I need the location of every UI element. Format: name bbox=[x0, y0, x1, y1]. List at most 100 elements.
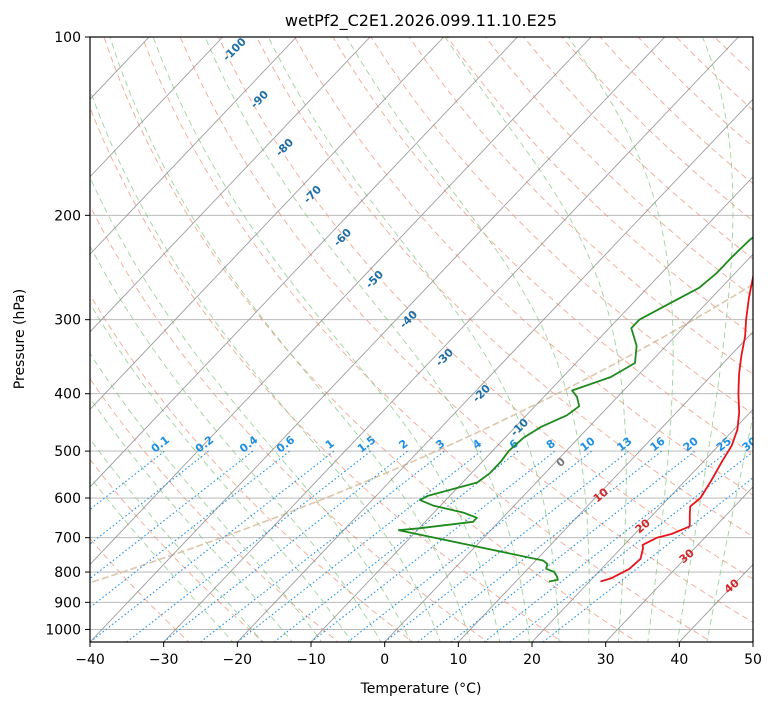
y-tick-label: 1000 bbox=[45, 622, 81, 638]
dry-adiabat-label: -100 bbox=[220, 35, 249, 64]
x-tick-label: 0 bbox=[380, 652, 389, 668]
mixing-ratio-line bbox=[384, 450, 629, 642]
moist-adiabat bbox=[90, 476, 234, 642]
y-tick-label: 800 bbox=[54, 565, 81, 581]
moist-adiabat bbox=[90, 352, 323, 642]
isotherm bbox=[90, 37, 297, 255]
moist-adiabat bbox=[90, 176, 412, 642]
dry-adiabat bbox=[103, 37, 638, 642]
dry-adiabat bbox=[90, 106, 564, 642]
mixing-ratio-line bbox=[450, 450, 696, 642]
isotherm bbox=[458, 331, 753, 642]
y-tick-label: 500 bbox=[54, 444, 81, 460]
plot-frame bbox=[89, 36, 754, 643]
dry-adiabat-label: -90 bbox=[248, 88, 271, 111]
mixing-ratio-label: 4 bbox=[470, 437, 484, 452]
y-axis-label: Pressure (hPa) bbox=[12, 289, 28, 389]
dry-adiabat bbox=[217, 37, 753, 580]
y-tick-label: 400 bbox=[54, 387, 81, 403]
dry-adiabat bbox=[752, 37, 753, 38]
moist-adiabat-label: 0 bbox=[554, 455, 568, 470]
mixing-ratio-line bbox=[509, 451, 753, 642]
y-tick-label: 200 bbox=[54, 208, 81, 224]
dry-adiabat bbox=[561, 37, 753, 222]
mixing-ratio-line bbox=[90, 450, 335, 642]
chart-title: wetPf2_C2E1.2026.099.11.10.E25 bbox=[285, 11, 557, 31]
y-tick-label: 900 bbox=[54, 595, 81, 611]
mixing-ratio-label: 0.4 bbox=[237, 433, 261, 455]
moist-adiabat bbox=[90, 245, 382, 642]
y-tick-label: 300 bbox=[54, 313, 81, 329]
dry-adiabat bbox=[90, 293, 414, 642]
dry-adiabat bbox=[332, 37, 753, 455]
moist-adiabat bbox=[109, 37, 471, 642]
dry-adiabat-label: -30 bbox=[433, 346, 456, 369]
mixing-ratio-label: 8 bbox=[544, 437, 558, 452]
mixing-ratio-line bbox=[542, 477, 753, 642]
dry-adiabat bbox=[141, 37, 713, 642]
isotherm bbox=[90, 37, 224, 178]
mixing-ratio-label: 0.1 bbox=[149, 433, 172, 455]
data-series bbox=[397, 236, 753, 583]
x-tick-label: −40 bbox=[75, 652, 105, 668]
isotherm bbox=[310, 176, 753, 642]
moist-adiabat bbox=[676, 37, 734, 642]
dry-adiabat-label: -40 bbox=[397, 308, 420, 331]
y-tick-label: 600 bbox=[54, 491, 81, 507]
moist-adiabat bbox=[444, 37, 627, 642]
moist-adiabat bbox=[90, 397, 293, 642]
mixing-ratio-label: 3 bbox=[433, 437, 447, 452]
reference-curve bbox=[90, 283, 753, 584]
dry-adiabat bbox=[294, 37, 753, 496]
dry-adiabat bbox=[256, 37, 753, 538]
moist-adiabat bbox=[346, 37, 590, 642]
x-tick-label: 10 bbox=[449, 652, 467, 668]
moist-adiabat bbox=[706, 414, 753, 642]
dewpoint-trace bbox=[397, 236, 753, 583]
isotherm bbox=[752, 641, 753, 642]
dry-adiabat-label: -70 bbox=[301, 183, 324, 206]
isotherm bbox=[90, 37, 592, 566]
y-tick-label: 100 bbox=[54, 30, 81, 46]
background-lines bbox=[0, 37, 753, 642]
isotherm bbox=[163, 37, 739, 642]
mixing-ratio-label: 0.6 bbox=[274, 433, 298, 455]
isotherm bbox=[531, 408, 753, 642]
x-tick-label: −20 bbox=[223, 652, 253, 668]
isotherm bbox=[90, 37, 445, 411]
y-tick-label: 700 bbox=[54, 531, 81, 547]
isotherm bbox=[90, 37, 518, 488]
moist-adiabat bbox=[204, 37, 530, 642]
mixing-ratio-line bbox=[236, 450, 482, 642]
isotherm bbox=[237, 98, 753, 642]
mixing-ratio-label: 2 bbox=[396, 437, 410, 452]
dry-adiabat bbox=[90, 458, 265, 642]
dry-adiabat bbox=[523, 37, 753, 260]
mixing-ratio-label: 1 bbox=[323, 437, 337, 452]
dry-adiabat-label: -80 bbox=[273, 136, 296, 159]
dry-adiabat bbox=[90, 204, 489, 642]
mixing-ratio-line bbox=[417, 450, 663, 642]
isotherm bbox=[90, 37, 666, 642]
mixing-ratio-line bbox=[90, 450, 291, 609]
mixing-ratio-line bbox=[347, 450, 593, 642]
dry-adiabat bbox=[370, 37, 753, 415]
moist-adiabat bbox=[152, 37, 501, 642]
moist-adiabat-label: 10 bbox=[591, 485, 611, 505]
mixing-ratio-line bbox=[200, 450, 445, 642]
x-tick-label: 40 bbox=[670, 652, 688, 668]
moist-adiabat bbox=[90, 438, 264, 642]
temperature-trace bbox=[600, 272, 753, 583]
moist-adiabat bbox=[90, 302, 352, 642]
dry-adiabat bbox=[408, 37, 753, 375]
moist-adiabat bbox=[567, 37, 674, 642]
moist-adiabat bbox=[267, 37, 560, 642]
dry-adiabat-label: -50 bbox=[363, 268, 386, 291]
moist-adiabat bbox=[90, 88, 441, 642]
isotherm bbox=[384, 253, 753, 642]
x-tick-label: 30 bbox=[597, 652, 615, 668]
isotherm bbox=[0, 37, 2, 642]
x-tick-label: 20 bbox=[523, 652, 541, 668]
mixing-ratio-line bbox=[90, 450, 254, 580]
